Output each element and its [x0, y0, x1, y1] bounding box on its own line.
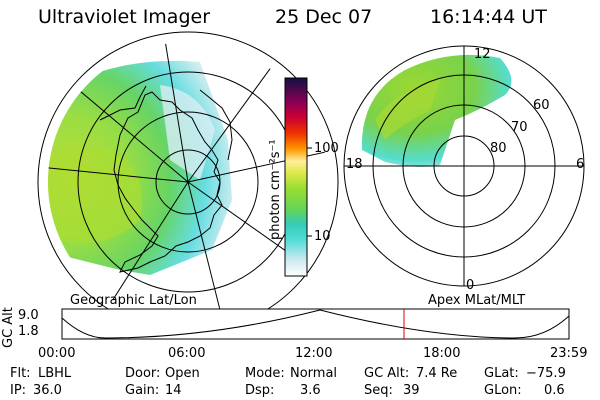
- status-glat-value: −75.9: [526, 366, 566, 381]
- status-dsp-value: 3.6: [300, 383, 321, 398]
- status-seq-label: Seq:: [364, 383, 393, 398]
- status-seq-value: 39: [403, 383, 420, 398]
- status-glon-value: 0.6: [544, 383, 565, 398]
- geographic-map: Geographic Lat/Lon: [37, 31, 339, 333]
- colorbar: 100 10 photon cm⁻²s⁻¹: [268, 77, 339, 277]
- status-mode-value: Normal: [290, 366, 337, 381]
- altitude-plot: 9.0 1.8 GC Alt 00:00 06:00 12:00 18:00 2…: [1, 307, 587, 361]
- time: 16:14:44 UT: [430, 6, 547, 28]
- status-flt-label: Flt:: [10, 366, 31, 381]
- colorbar-tick-100: 100: [314, 141, 339, 156]
- left-map-caption: Geographic Lat/Lon: [70, 293, 197, 308]
- status-dsp-label: Dsp:: [245, 383, 274, 398]
- status-gain-label: Gain:: [125, 383, 159, 398]
- alt-xtick-0600: 06:00: [168, 346, 205, 361]
- status-glon-label: GLon:: [484, 383, 522, 398]
- mlt-label-6: 6: [576, 157, 584, 172]
- colorbar-tick-10: 10: [314, 229, 331, 244]
- status-glat-label: GLat:: [484, 366, 519, 381]
- alt-ytick-low: 1.8: [18, 324, 39, 339]
- status-ip-label: IP:: [10, 383, 26, 398]
- right-map-caption: Apex MLat/MLT: [428, 293, 525, 308]
- colorbar-unit-label: photon cm⁻²s⁻¹: [268, 139, 283, 240]
- title: Ultraviolet Imager: [38, 6, 211, 28]
- status-gain-value: 14: [165, 383, 182, 398]
- coastline: [113, 91, 223, 273]
- aurora-emission-right: [361, 54, 512, 167]
- status-mode-label: Mode:: [245, 366, 285, 381]
- mlt-label-12: 12: [474, 47, 491, 62]
- mlat-label-60: 60: [533, 98, 550, 113]
- mlat-label-70: 70: [511, 120, 528, 135]
- status-gcalt-value: 7.4 Re: [416, 366, 457, 381]
- alt-ylabel: GC Alt: [1, 307, 16, 348]
- status-door-value: Open: [165, 366, 200, 381]
- aurora-bright-region-left: [48, 147, 142, 243]
- alt-xtick-1200: 12:00: [295, 346, 332, 361]
- alt-xtick-0000: 00:00: [38, 346, 75, 361]
- mlt-label-0: 0: [466, 278, 474, 293]
- status-ip-value: 36.0: [33, 383, 62, 398]
- alt-xtick-2359: 23:59: [550, 346, 587, 361]
- altitude-curve: [61, 309, 570, 339]
- status-panel: Flt: LBHL Door: Open Mode: Normal GC Alt…: [10, 366, 566, 398]
- alt-xtick-1800: 18:00: [423, 346, 460, 361]
- status-door-label: Door:: [125, 366, 160, 381]
- status-gcalt-label: GC Alt:: [364, 366, 409, 381]
- mlt-label-18: 18: [346, 157, 363, 172]
- apex-map: 12 18 6 0 60 70 80 Apex MLat/MLT: [343, 45, 585, 308]
- mlat-label-80: 80: [490, 141, 507, 156]
- alt-ytick-high: 9.0: [18, 308, 39, 323]
- date: 25 Dec 07: [275, 6, 373, 28]
- status-flt-value: LBHL: [38, 366, 72, 381]
